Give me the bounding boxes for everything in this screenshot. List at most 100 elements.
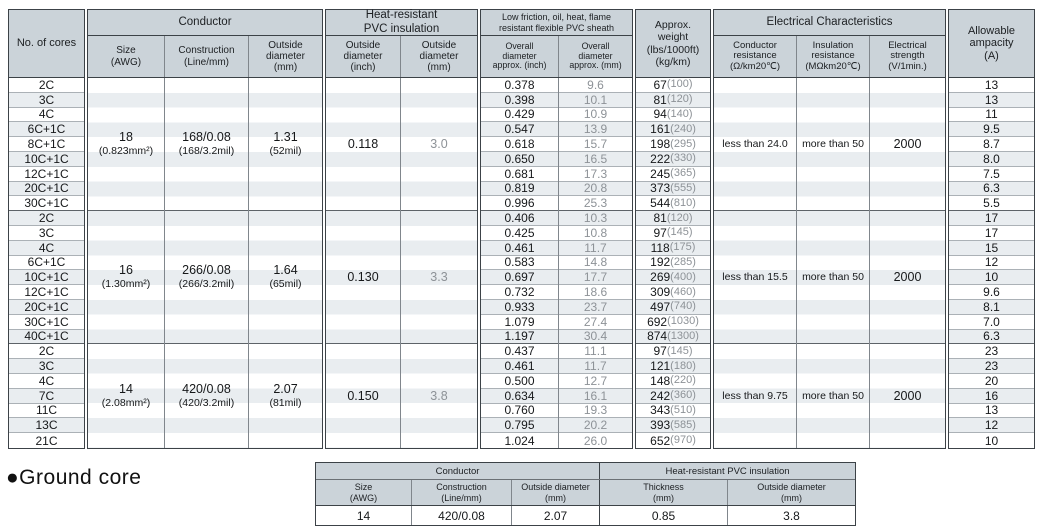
weight-cell: 245 (365) bbox=[636, 166, 710, 182]
weight-kg-value: (360) bbox=[670, 389, 696, 402]
overall-od-inch-cell: 0.732 bbox=[481, 285, 558, 300]
cores-header: No. of cores bbox=[9, 10, 84, 78]
overall-od-mm-cell: 11.7 bbox=[559, 359, 632, 374]
sheath-od-inch-header: Overall diameter approx. (inch) bbox=[481, 36, 558, 77]
ampacity-cell: 23 bbox=[949, 344, 1034, 360]
construction-cell: 420/0.08 (420/3.2mil) bbox=[165, 344, 248, 448]
weight-cell: 148 (220) bbox=[636, 373, 710, 389]
overall-od-inch-cell: 0.795 bbox=[481, 418, 558, 434]
ampacity-cell: 15 bbox=[949, 240, 1034, 256]
cores-cell: 2C bbox=[9, 344, 84, 360]
construction-cell-text: (420/3.2mil) bbox=[178, 397, 235, 410]
overall-od-mm-cell: 20.8 bbox=[559, 181, 632, 197]
weight-header: Approx. weight (lbs/1000ft) (kg/km) bbox=[636, 10, 710, 78]
overall-od-inch-cell: 0.819 bbox=[481, 181, 558, 197]
ground-core-label: ●Ground core bbox=[6, 466, 142, 489]
conductor-od-cell: 2.07 (81mil) bbox=[249, 344, 322, 448]
ground-construction-value: 420/0.08 bbox=[411, 506, 511, 525]
size-cell-text: (1.30mm²) bbox=[101, 278, 151, 291]
ampacity-cell: 17 bbox=[949, 225, 1034, 241]
weight-kg-value: (220) bbox=[670, 374, 696, 387]
construction-column: 168/0.08 (168/3.2mil) 266/0.08 (266/3.2mil)… bbox=[164, 78, 248, 448]
construction-cell-text: 266/0.08 bbox=[182, 263, 231, 278]
weight-lbs-value: 652 bbox=[650, 433, 671, 448]
weight-lbs-value: 242 bbox=[650, 388, 671, 403]
insulation-resistance-cell-text: more than 50 bbox=[802, 389, 864, 402]
size-column: 18 (0.823mm²) 16 (1.30mm²) 14 (2.08mm²) bbox=[88, 78, 164, 448]
overall-od-inch-cell: 0.634 bbox=[481, 388, 558, 404]
ampacity-cell: 11 bbox=[949, 107, 1034, 123]
construction-cell-text: 168/0.08 bbox=[182, 130, 231, 145]
size-cell-text: (0.823mm²) bbox=[98, 145, 154, 158]
ampacity-cell: 10 bbox=[949, 433, 1034, 448]
section-ampacity: Allowable ampacity (A) 13 13 11 9.5 8.7 8.0 7.… bbox=[948, 9, 1035, 449]
weight-lbs-value: 118 bbox=[650, 240, 670, 255]
weight-kg-value: (175) bbox=[669, 241, 696, 254]
cores-cell: 4C bbox=[9, 107, 84, 123]
ampacity-cell: 8.7 bbox=[949, 137, 1034, 152]
weight-cell: 652 (970) bbox=[636, 433, 710, 448]
overall-od-mm-cell: 12.7 bbox=[559, 373, 632, 389]
conductor-resistance-cell-text: less than 9.75 bbox=[722, 389, 788, 402]
overall-od-mm-cell: 10.9 bbox=[559, 107, 632, 123]
weight-kg-value: (140) bbox=[666, 107, 693, 120]
conductor-resistance-header: Conductor resistance (Ω/km20℃) bbox=[714, 36, 796, 77]
weight-kg-value: (510) bbox=[670, 403, 696, 416]
cores-cell: 12C+1C bbox=[9, 166, 84, 182]
insulation-od-mm-cell: 3.0 bbox=[401, 78, 477, 212]
weight-kg-value: (555) bbox=[670, 181, 696, 194]
weight-lbs-value: 148 bbox=[650, 373, 671, 388]
weight-lbs-value: 874 bbox=[647, 329, 668, 344]
weight-lbs-value: 81 bbox=[653, 92, 667, 107]
ground-size-value: 14 bbox=[356, 508, 371, 523]
electrical-strength-cell: 2000 bbox=[870, 78, 945, 212]
weight-lbs-value: 692 bbox=[647, 314, 668, 329]
conductor-od-cell-text: (65mil) bbox=[269, 278, 302, 291]
overall-od-inch-cell: 0.437 bbox=[481, 344, 558, 360]
weight-cell: 343 (510) bbox=[636, 403, 710, 419]
insulation-resistance-cell: more than 50 bbox=[797, 78, 869, 212]
weight-kg-value: (330) bbox=[670, 152, 696, 165]
construction-cell: 266/0.08 (266/3.2mil) bbox=[165, 211, 248, 345]
insulation-od-inch-cell: 0.130 bbox=[326, 211, 400, 345]
weight-lbs-value: 192 bbox=[650, 255, 671, 270]
weight-lbs-value: 198 bbox=[650, 137, 671, 152]
ground-od2-value: 3.8 bbox=[727, 506, 855, 525]
insulation-od-mm-header: Outside diameter (mm) bbox=[400, 36, 477, 77]
construction-cell-text: (266/3.2mil) bbox=[178, 278, 235, 291]
cores-cell: 11C bbox=[9, 403, 84, 419]
overall-od-inch-cell: 0.406 bbox=[481, 211, 558, 226]
overall-od-inch-cell: 0.425 bbox=[481, 225, 558, 241]
insulation-od-mm-column: 3.0 3.3 3.8 bbox=[400, 78, 477, 448]
insulation-resistance-column: more than 50 more than 50 more than 50 bbox=[796, 78, 869, 448]
weight-kg-value: (100) bbox=[666, 78, 693, 91]
ampacity-cell: 8.0 bbox=[949, 151, 1034, 167]
weight-kg-value: (460) bbox=[670, 285, 696, 298]
ground-core-table: Conductor Heat-resistant PVC insulation … bbox=[315, 462, 856, 526]
overall-od-inch-cell: 0.583 bbox=[481, 255, 558, 271]
weight-kg-value: (740) bbox=[670, 300, 696, 313]
cores-cell: 10C+1C bbox=[9, 151, 84, 167]
conductor-resistance-cell: less than 24.0 bbox=[714, 78, 796, 212]
insulation-od-inch-column: 0.118 0.130 0.150 bbox=[326, 78, 400, 448]
insulation-od-inch-cell: 0.150 bbox=[326, 344, 400, 448]
ampacity-cell: 17 bbox=[949, 211, 1034, 226]
cores-cell: 10C+1C bbox=[9, 270, 84, 286]
ampacity-cell: 6.3 bbox=[949, 329, 1034, 345]
cores-cell: 21C bbox=[9, 433, 84, 448]
overall-od-mm-cell: 18.6 bbox=[559, 285, 632, 300]
weight-lbs-value: 497 bbox=[650, 299, 671, 314]
ampacity-cell: 13 bbox=[949, 92, 1034, 108]
weight-cell: 497 (740) bbox=[636, 299, 710, 315]
ampacity-cell: 8.1 bbox=[949, 299, 1034, 315]
conductor-od-header: Outside diameter (mm) bbox=[248, 36, 322, 77]
conductor-title: Conductor bbox=[88, 10, 322, 36]
insulation-od-mm-cell-text: 3.3 bbox=[430, 269, 448, 284]
ampacity-cell: 13 bbox=[949, 78, 1034, 93]
section-pvc-sheath: Low friction, oil, heat, flame resistant… bbox=[480, 9, 633, 449]
ampacity-cell: 5.5 bbox=[949, 196, 1034, 212]
cores-cell: 30C+1C bbox=[9, 196, 84, 212]
cores-column: 2C 3C 4C 6C+1C 8C+1C 10C+1C 12C+1C 20C+1C 30C+1C… bbox=[9, 78, 84, 448]
overall-od-mm-cell: 25.3 bbox=[559, 196, 632, 212]
ampacity-cell: 16 bbox=[949, 388, 1034, 404]
